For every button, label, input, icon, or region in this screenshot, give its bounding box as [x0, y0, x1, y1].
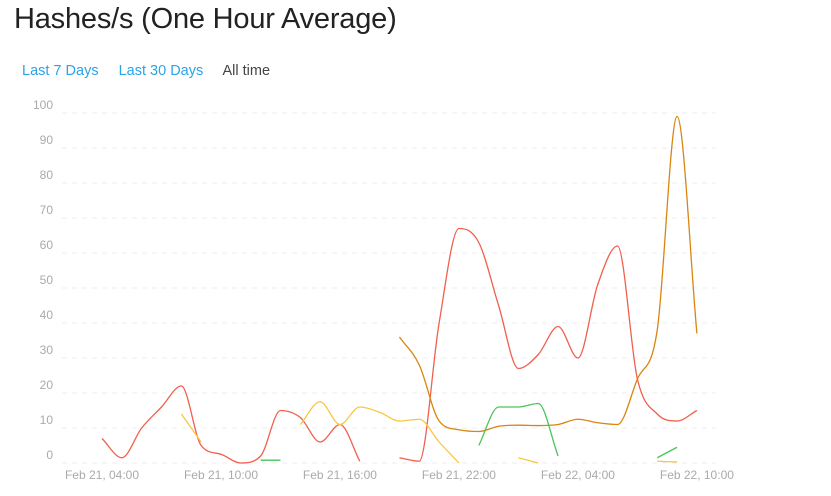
x-tick-label: Feb 22, 04:00: [541, 468, 615, 482]
y-tick-label: 30: [40, 343, 54, 357]
range-last-30-days[interactable]: Last 30 Days: [118, 63, 204, 79]
y-tick-label: 20: [40, 378, 54, 392]
x-tick-label: Feb 21, 04:00: [65, 468, 139, 482]
y-tick-label: 10: [40, 413, 54, 427]
series-2-line: [657, 460, 678, 463]
y-tick-label: 50: [40, 273, 54, 287]
series-3-line: [478, 402, 559, 457]
series-0-line: [399, 227, 698, 462]
series-2-line: [299, 401, 460, 464]
x-tick-label: Feb 21, 22:00: [422, 468, 496, 482]
range-selector: Last 7 Days Last 30 Days All time: [22, 63, 286, 79]
x-tick-label: Feb 21, 16:00: [303, 468, 377, 482]
y-tick-label: 40: [40, 308, 54, 322]
x-tick-label: Feb 21, 10:00: [184, 468, 258, 482]
y-tick-label: 60: [40, 238, 54, 252]
page-title: Hashes/s (One Hour Average): [14, 3, 397, 35]
y-tick-label: 70: [40, 203, 54, 217]
y-tick-label: 100: [33, 98, 53, 112]
range-all-time[interactable]: All time: [222, 63, 271, 79]
y-tick-label: 0: [46, 448, 53, 462]
series-0-line: [101, 385, 361, 464]
y-tick-label: 80: [40, 168, 54, 182]
range-last-7-days[interactable]: Last 7 Days: [22, 63, 99, 79]
x-tick-label: Feb 22, 10:00: [660, 468, 734, 482]
y-tick-label: 90: [40, 133, 54, 147]
series-2-line: [518, 457, 539, 464]
series-1-line: [398, 115, 698, 433]
series-3-line: [656, 446, 678, 459]
series-2-line: [180, 413, 202, 443]
